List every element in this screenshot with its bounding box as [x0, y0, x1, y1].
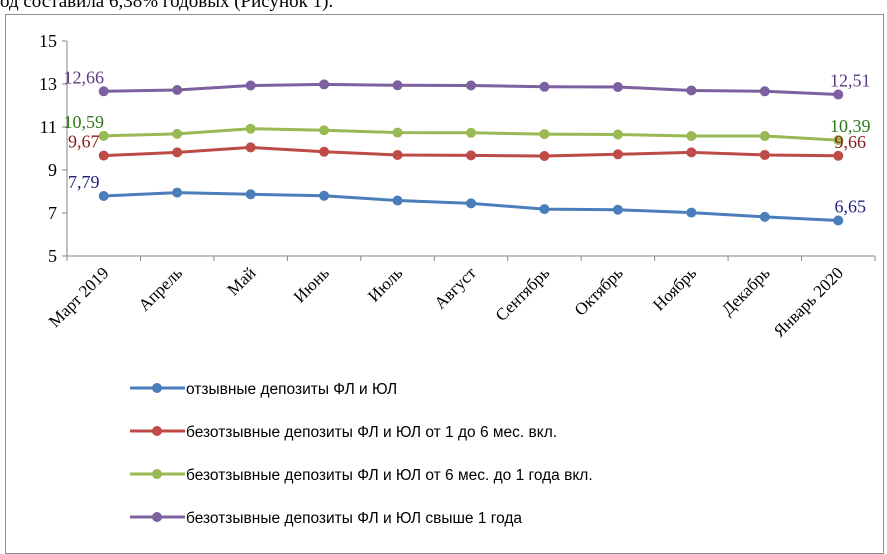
x-axis-ticks: Март 2019 Апрель Май Июнь Июль Август Сентябрь…: [45, 256, 876, 341]
data-label-last: 10,39: [830, 116, 871, 136]
chart-frame: [5, 14, 884, 554]
legend-label: безотзывные депозиты ФЛ и ЮЛ от 6 мес. д…: [186, 467, 593, 484]
legend-label: безотзывные депозиты ФЛ и ЮЛ свыше 1 год…: [186, 510, 522, 527]
data-point: [392, 149, 403, 160]
data-label-first: 9,67: [68, 132, 100, 152]
data-point: [319, 125, 330, 136]
data-point: [466, 127, 476, 138]
data-point: [686, 147, 697, 158]
data-point: [539, 81, 550, 92]
preceding-document-text: од составила 6,38% годовых (Рисунок 1).: [0, 0, 334, 12]
data-point: [172, 85, 183, 96]
data-point: [392, 195, 403, 206]
data-point: [98, 130, 109, 141]
data-point: [245, 123, 256, 134]
data-point: [612, 149, 623, 160]
data-point: [833, 135, 844, 146]
x-tick-label: Октябрь: [571, 263, 627, 319]
x-tick-label: Июль: [364, 263, 406, 305]
data-point: [612, 129, 623, 140]
data-point: [759, 149, 770, 160]
y-tick-label: 11: [40, 117, 57, 137]
data-point: [466, 198, 476, 209]
data-point: [759, 86, 770, 97]
data-point: [833, 215, 844, 226]
data-point: [833, 150, 844, 161]
data-point: [98, 191, 109, 202]
x-tick-label: Сентябрь: [492, 263, 554, 325]
series-points: [98, 79, 844, 226]
x-tick-label: Август: [430, 263, 480, 313]
y-tick-label: 13: [39, 74, 57, 94]
data-label-first: 10,59: [63, 112, 104, 132]
data-point: [686, 131, 697, 142]
data-label-last: 9,66: [835, 132, 867, 152]
data-point: [612, 204, 623, 215]
legend-marker: [152, 469, 162, 479]
data-point: [759, 131, 770, 142]
data-point: [539, 151, 550, 162]
legend: отзывные депозиты ФЛ и ЮЛ безотзывные деп…: [130, 381, 593, 527]
data-point: [392, 80, 403, 91]
data-point: [245, 80, 256, 91]
legend-marker: [152, 426, 162, 436]
data-point: [686, 85, 697, 96]
data-point: [172, 187, 183, 198]
x-tick-label: Апрель: [135, 263, 187, 315]
x-tick-label: Декабрь: [718, 263, 774, 319]
data-point: [245, 142, 256, 153]
data-label-first: 12,66: [63, 67, 104, 87]
data-label-last: 6,65: [835, 197, 867, 217]
x-tick-label: Январь 2020: [770, 263, 847, 340]
data-labels: 7,79 6,65 9,67 9,66 10,59 10,39 12,66 12,51: [63, 67, 870, 216]
data-point: [319, 146, 330, 157]
data-point: [172, 147, 183, 158]
data-label-last: 12,51: [830, 71, 871, 91]
legend-label: безотзывные депозиты ФЛ и ЮЛ от 1 до 6 м…: [186, 424, 557, 441]
data-point: [98, 86, 109, 97]
data-point: [466, 150, 476, 161]
data-point: [98, 150, 109, 161]
data-point: [466, 80, 476, 91]
data-label-first: 7,79: [68, 172, 100, 192]
data-point: [172, 128, 183, 139]
x-tick-label: Июнь: [290, 263, 333, 306]
data-point: [392, 127, 403, 138]
data-point: [319, 79, 330, 90]
x-tick-label: Май: [224, 263, 260, 299]
legend-marker: [152, 512, 162, 522]
data-point: [539, 204, 550, 215]
legend-marker: [152, 383, 162, 393]
y-tick-label: 7: [48, 203, 57, 223]
chart-axes: [66, 41, 875, 257]
y-tick-label: 9: [48, 160, 57, 180]
data-point: [319, 190, 330, 201]
y-axis-ticks: 5 7 9 11 13 15: [39, 31, 67, 266]
data-point: [833, 89, 844, 100]
data-point: [759, 211, 770, 222]
data-point: [539, 129, 550, 140]
y-tick-label: 5: [48, 246, 57, 266]
y-tick-label: 15: [39, 31, 57, 51]
data-point: [612, 82, 623, 93]
data-point: [245, 189, 256, 200]
x-tick-label: Ноябрь: [649, 263, 700, 314]
x-tick-label: Март 2019: [45, 263, 113, 331]
legend-label: отзывные депозиты ФЛ и ЮЛ: [186, 381, 397, 398]
data-point: [686, 207, 697, 218]
